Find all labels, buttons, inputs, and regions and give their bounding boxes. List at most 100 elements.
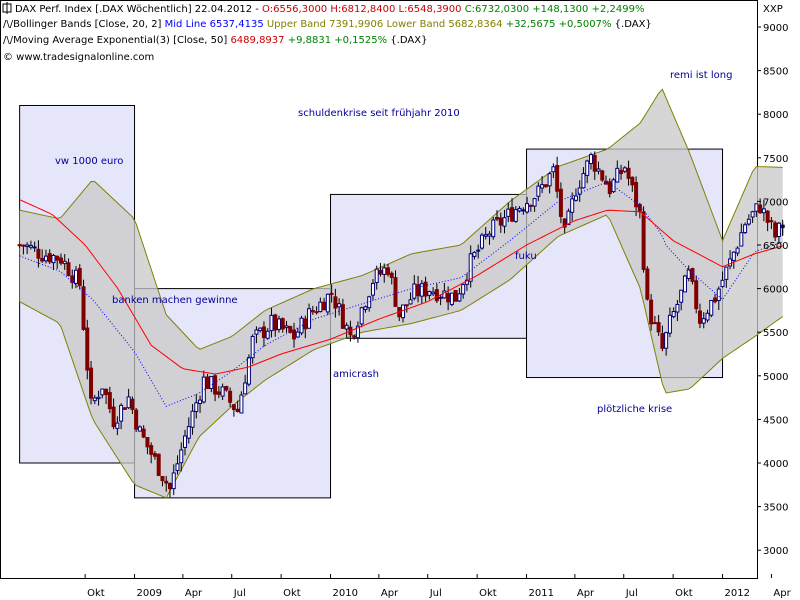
candle-body: [649, 299, 654, 325]
candle: [540, 175, 545, 194]
candle-body: [427, 291, 432, 296]
x-tick-label: Okt: [283, 588, 301, 599]
candle: [389, 271, 394, 285]
candle-body: [645, 268, 650, 300]
candle-body: [104, 388, 109, 396]
candle: [32, 241, 37, 252]
candle: [228, 387, 233, 408]
candle: [581, 167, 586, 189]
candle: [299, 315, 304, 336]
bollinger-band-area: [19, 89, 783, 498]
candle: [765, 210, 770, 232]
candle: [284, 320, 289, 333]
candle-body: [739, 232, 744, 247]
candle-body: [393, 277, 398, 307]
candle: [746, 214, 751, 226]
candle-body: [130, 398, 135, 410]
candle: [596, 161, 601, 175]
candle: [619, 164, 624, 180]
candle-body: [337, 303, 342, 308]
candle: [126, 388, 131, 410]
candle-body: [160, 475, 165, 482]
candle: [28, 240, 33, 250]
annotations: remi ist long schuldenkrise seit frühjah…: [55, 70, 732, 415]
candle: [280, 317, 285, 333]
candle-body: [17, 244, 22, 247]
candle-body: [246, 357, 251, 385]
candle: [487, 231, 492, 245]
candle: [592, 151, 597, 180]
candle-body: [438, 296, 443, 299]
candle-body: [194, 402, 199, 413]
candle: [709, 299, 714, 318]
candle: [588, 152, 593, 170]
axes: 3000 3500 4000 4500 5000 5500 6000 6500 7000 7500…: [84, 23, 792, 599]
bb-suffix: {.DAX}: [611, 19, 651, 30]
candle-body: [562, 218, 567, 228]
candle-body: [735, 247, 740, 254]
candle-body: [51, 254, 56, 264]
header-line-2: /\/Bollinger Bands [Close, 20, 2] Mid Li…: [3, 19, 652, 30]
candle-body: [525, 203, 530, 213]
candle-body: [228, 390, 233, 403]
candle: [276, 315, 281, 333]
candle-body: [85, 327, 90, 371]
candle: [374, 265, 379, 290]
ma-suffix: {.DAX}: [387, 35, 427, 46]
candle: [607, 178, 612, 198]
candle-body: [769, 220, 774, 223]
candle: [434, 283, 439, 303]
candle: [682, 274, 687, 293]
candle: [502, 209, 507, 234]
candle: [378, 262, 383, 277]
candle: [269, 307, 274, 338]
candle-body: [585, 160, 590, 176]
candle: [288, 325, 293, 334]
candle: [438, 295, 443, 306]
candle: [513, 205, 518, 223]
candle-body: [709, 299, 714, 316]
candle: [573, 188, 578, 202]
candle-body: [434, 289, 439, 302]
candle-body: [32, 246, 37, 249]
candle: [367, 295, 372, 312]
candle-body: [619, 169, 624, 175]
candle-body: [100, 388, 105, 396]
candle-body: [213, 375, 218, 395]
candle: [536, 182, 541, 202]
candle-body: [333, 296, 338, 309]
candle-body: [675, 304, 680, 313]
candle: [258, 327, 263, 333]
candle: [89, 360, 94, 405]
annotation-remi: remi ist long: [670, 70, 732, 81]
candle: [261, 321, 266, 347]
candle-body: [773, 222, 778, 238]
candle-body: [370, 282, 375, 296]
candle-body: [720, 279, 725, 288]
candle-body: [235, 408, 240, 413]
candle: [149, 442, 154, 464]
candle: [295, 327, 300, 338]
legend: DAX Perf. Index [.DAX Wöchentlich] 22.04…: [2, 2, 652, 63]
candle-body: [498, 217, 503, 226]
candle: [250, 334, 255, 364]
candle: [85, 319, 90, 380]
candle: [115, 416, 120, 436]
candle-body: [231, 404, 236, 411]
header-title: DAX Perf. Index [.DAX Wöchentlich] 22.04…: [15, 4, 262, 15]
candle: [532, 197, 537, 212]
ma-label: Moving Average Exponential(3) [Close, 50…: [13, 35, 227, 46]
candle: [96, 390, 101, 406]
candle-body: [596, 168, 601, 172]
candle-body: [220, 386, 225, 397]
candle-body: [746, 218, 751, 225]
candle-body: [145, 437, 150, 448]
candle-body: [374, 268, 379, 284]
y-tick-label: 4000: [763, 459, 788, 470]
candle: [307, 303, 312, 329]
candle-body: [566, 210, 571, 226]
candle-body: [378, 269, 383, 275]
candle: [697, 303, 702, 329]
candle: [525, 197, 530, 214]
candle: [408, 292, 413, 305]
